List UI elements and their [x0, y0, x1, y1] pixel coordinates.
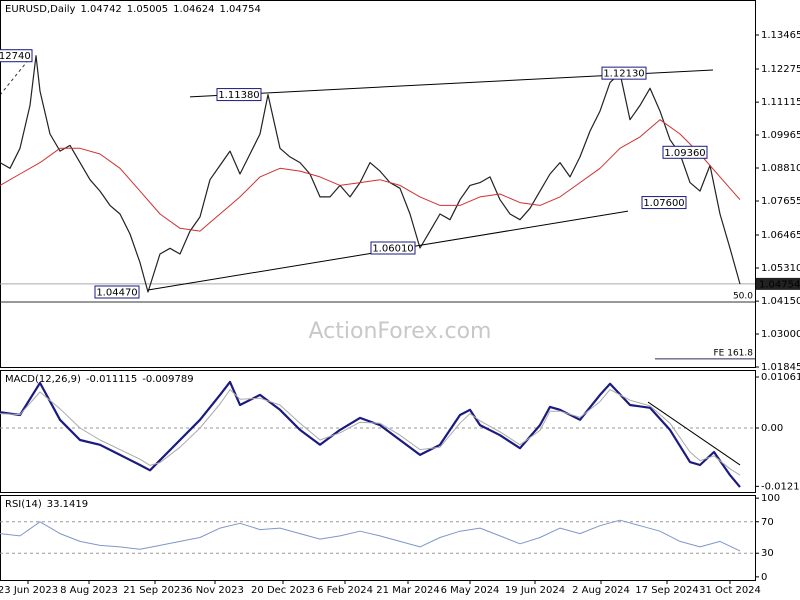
- x-tick-label: 23 Jun 2023: [0, 585, 58, 596]
- header-value: 1.05005: [127, 4, 168, 15]
- price-label-box: [662, 145, 708, 159]
- price-label: 1.09360: [664, 148, 705, 159]
- y-tick-label: 0.00: [761, 423, 783, 434]
- x-tick-label: 6 Feb 2024: [317, 585, 373, 596]
- y-tick-label: 1.13465: [761, 30, 800, 41]
- price-label-box: [216, 88, 262, 102]
- header-value: 1.04754: [220, 4, 261, 15]
- x-tick-label: 2 Aug 2024: [572, 585, 630, 596]
- y-tick-label: 1.12275: [761, 64, 800, 75]
- price-label-box: [370, 241, 416, 255]
- price-label-box: [601, 66, 647, 80]
- panel-title: MACD(12,26,9): [5, 374, 81, 385]
- y-tick-label: 1.04150: [761, 296, 800, 307]
- panel-header: EURUSD,Daily 1.04742 1.05005 1.04624 1.04754: [5, 4, 261, 15]
- trend-line: [647, 401, 741, 466]
- panel-header: RSI(14) 33.1419: [5, 499, 88, 510]
- header-value: -0.009789: [142, 374, 193, 385]
- price-label: 1.12130: [603, 69, 644, 80]
- x-tick-label: 31 Oct 2024: [699, 585, 761, 596]
- x-tick-label: 6 May 2024: [441, 585, 500, 596]
- panel-frame: [0, 0, 756, 368]
- price-label: 1.12740: [0, 51, 31, 62]
- x-tick-label: 17 Sep 2024: [635, 585, 698, 596]
- header-value: 1.04624: [173, 4, 214, 15]
- y-tick-label: 1.01845: [761, 362, 800, 373]
- series-line: [0, 389, 741, 476]
- fib-line: [0, 57, 31, 96]
- price-label: 1.07600: [643, 198, 684, 209]
- header-value: 33.1419: [47, 499, 88, 510]
- header-value: -0.011115: [86, 374, 137, 385]
- x-tick-label: 8 Aug 2023: [60, 585, 118, 596]
- y-tick-label: 0: [761, 572, 767, 583]
- price-label: 1.11380: [218, 90, 259, 101]
- header-value: 1.04742: [80, 4, 121, 15]
- y-tick-label: 70: [761, 517, 774, 528]
- y-tick-label: 1.08810: [761, 163, 800, 174]
- series-line: [0, 119, 741, 232]
- series-line: [0, 380, 741, 488]
- x-tick-label: 6 Nov 2023: [186, 585, 244, 596]
- y-tick-label: 1.03000: [761, 329, 800, 340]
- level-label: FE 161.8: [714, 348, 754, 358]
- y-tick-label: 0.010619: [761, 372, 800, 383]
- x-tick-label: 21 Sep 2023: [123, 585, 186, 596]
- y-tick-label: 1.06465: [761, 230, 800, 241]
- x-tick-label: 19 Jun 2024: [505, 585, 565, 596]
- x-tick-label: 20 Dec 2023: [251, 585, 315, 596]
- y-tick-label: 1.11115: [761, 97, 800, 108]
- price-label-box: [0, 49, 33, 63]
- price-label: 1.04470: [96, 288, 137, 299]
- price-label: 1.06010: [372, 244, 413, 255]
- price-label-box: [94, 285, 140, 299]
- panel-header: MACD(12,26,9) -0.011115 -0.009789: [5, 374, 194, 385]
- watermark: ActionForex.com: [309, 319, 492, 344]
- y-tick-label: 1.05310: [761, 263, 800, 274]
- y-tick-label: 1.09965: [761, 130, 800, 141]
- panel-frame: [0, 370, 756, 493]
- panel-title: RSI(14): [5, 499, 42, 510]
- y-tick-label: 100: [761, 493, 780, 504]
- x-tick-label: 21 Mar 2024: [376, 585, 439, 596]
- last-price-label: 1.04754: [759, 279, 800, 290]
- last-price-tag: [756, 277, 800, 290]
- y-tick-label: 30: [761, 548, 774, 559]
- price-label-box: [641, 196, 687, 210]
- series-line: [0, 519, 741, 552]
- level-label: 50.0: [733, 292, 753, 302]
- y-tick-label: -0.01215: [761, 481, 800, 492]
- panel-title: EURUSD,Daily: [5, 4, 76, 15]
- y-tick-label: 1.07655: [761, 196, 800, 207]
- panel-frame: [0, 495, 756, 581]
